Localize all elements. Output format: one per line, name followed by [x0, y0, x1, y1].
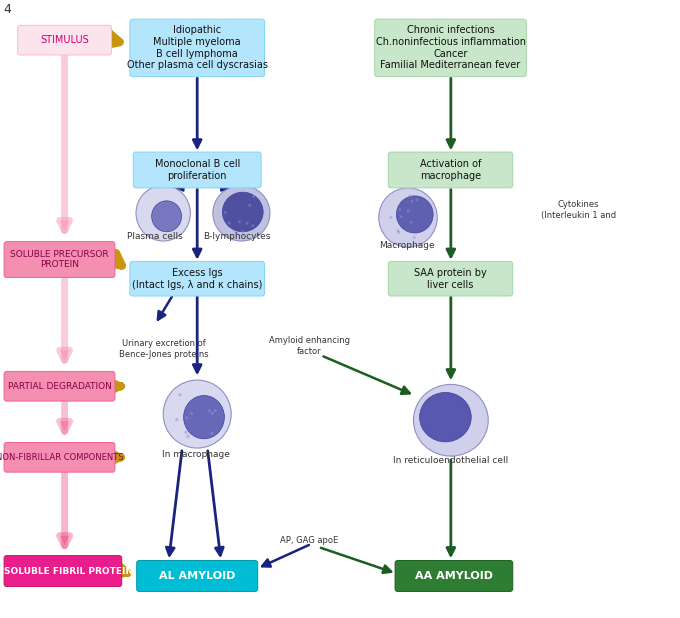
Text: Chronic infections
Ch.noninfectious inflammation
Cancer
Familial Mediterranean f: Chronic infections Ch.noninfectious infl…	[375, 25, 526, 70]
Ellipse shape	[211, 412, 214, 415]
Ellipse shape	[420, 392, 471, 442]
Ellipse shape	[379, 188, 437, 247]
FancyBboxPatch shape	[130, 19, 265, 77]
Ellipse shape	[248, 204, 251, 206]
Ellipse shape	[185, 416, 188, 420]
Ellipse shape	[224, 211, 226, 214]
Ellipse shape	[398, 208, 401, 211]
Ellipse shape	[235, 231, 238, 234]
FancyBboxPatch shape	[388, 261, 513, 296]
FancyBboxPatch shape	[18, 25, 112, 55]
Ellipse shape	[184, 396, 224, 439]
Ellipse shape	[396, 229, 399, 232]
Ellipse shape	[136, 185, 190, 241]
Ellipse shape	[152, 201, 182, 232]
Ellipse shape	[389, 216, 392, 219]
Ellipse shape	[252, 195, 255, 198]
Text: Cytokines
(Interleukin 1 and: Cytokines (Interleukin 1 and	[541, 200, 615, 220]
Ellipse shape	[210, 431, 214, 435]
FancyBboxPatch shape	[4, 556, 122, 586]
Ellipse shape	[410, 200, 413, 203]
Ellipse shape	[213, 185, 270, 241]
Text: Excess Igs
(Intact Igs, λ and κ chains): Excess Igs (Intact Igs, λ and κ chains)	[132, 268, 262, 289]
Text: Macrophage: Macrophage	[379, 241, 435, 250]
Text: Urinary excretion of
Bence-Jones proteins: Urinary excretion of Bence-Jones protein…	[119, 339, 209, 359]
Ellipse shape	[178, 393, 182, 397]
FancyBboxPatch shape	[388, 152, 513, 188]
FancyBboxPatch shape	[395, 561, 513, 591]
Text: Activation of
macrophage: Activation of macrophage	[420, 159, 481, 180]
Ellipse shape	[186, 434, 190, 438]
Ellipse shape	[222, 192, 263, 232]
Text: B-lymphocytes: B-lymphocytes	[203, 232, 271, 240]
Text: PARTIAL DEGRADATION: PARTIAL DEGRADATION	[7, 382, 112, 391]
FancyBboxPatch shape	[375, 19, 526, 77]
Ellipse shape	[415, 198, 418, 201]
Text: In reticuloendothelial cell: In reticuloendothelial cell	[393, 456, 509, 465]
Ellipse shape	[407, 210, 409, 213]
Text: NON-FIBRILLAR COMPONENTS: NON-FIBRILLAR COMPONENTS	[0, 453, 123, 462]
FancyBboxPatch shape	[4, 371, 115, 401]
Text: In macrophage: In macrophage	[162, 450, 230, 459]
Ellipse shape	[208, 409, 211, 412]
FancyBboxPatch shape	[133, 152, 261, 188]
Ellipse shape	[238, 221, 241, 223]
Ellipse shape	[163, 380, 231, 448]
Ellipse shape	[396, 196, 433, 233]
Text: INSOLUBLE FIBRIL PROTEIN: INSOLUBLE FIBRIL PROTEIN	[0, 567, 133, 575]
Ellipse shape	[252, 224, 254, 227]
Text: AP, GAG apoE: AP, GAG apoE	[280, 536, 339, 545]
Ellipse shape	[228, 222, 231, 224]
Ellipse shape	[397, 231, 400, 234]
FancyBboxPatch shape	[4, 242, 115, 277]
Text: AA AMYLOID: AA AMYLOID	[415, 571, 493, 581]
Ellipse shape	[409, 221, 413, 224]
Text: 4: 4	[3, 3, 12, 16]
Ellipse shape	[184, 431, 188, 434]
Text: Plasma cells: Plasma cells	[127, 232, 183, 240]
FancyBboxPatch shape	[4, 442, 115, 472]
Ellipse shape	[175, 418, 178, 421]
Text: SAA protein by
liver cells: SAA protein by liver cells	[414, 268, 487, 289]
Ellipse shape	[400, 215, 403, 218]
Text: Amyloid enhancing
factor: Amyloid enhancing factor	[269, 336, 350, 356]
Ellipse shape	[241, 231, 244, 233]
Text: STIMULUS: STIMULUS	[40, 35, 89, 45]
Ellipse shape	[245, 222, 249, 224]
Ellipse shape	[413, 236, 415, 239]
Ellipse shape	[413, 384, 488, 456]
Ellipse shape	[214, 409, 217, 412]
FancyBboxPatch shape	[130, 261, 265, 296]
Ellipse shape	[190, 412, 193, 415]
FancyBboxPatch shape	[137, 561, 258, 591]
Ellipse shape	[409, 194, 411, 197]
Text: AL AMYLOID: AL AMYLOID	[159, 571, 235, 581]
Text: Monoclonal B cell
proliferation: Monoclonal B cell proliferation	[154, 159, 240, 180]
Text: SOLUBLE PRECURSOR
PROTEIN: SOLUBLE PRECURSOR PROTEIN	[10, 250, 109, 269]
Text: Idiopathic
Multiple myeloma
B cell lymphoma
Other plasma cell dyscrasias: Idiopathic Multiple myeloma B cell lymph…	[126, 25, 268, 70]
